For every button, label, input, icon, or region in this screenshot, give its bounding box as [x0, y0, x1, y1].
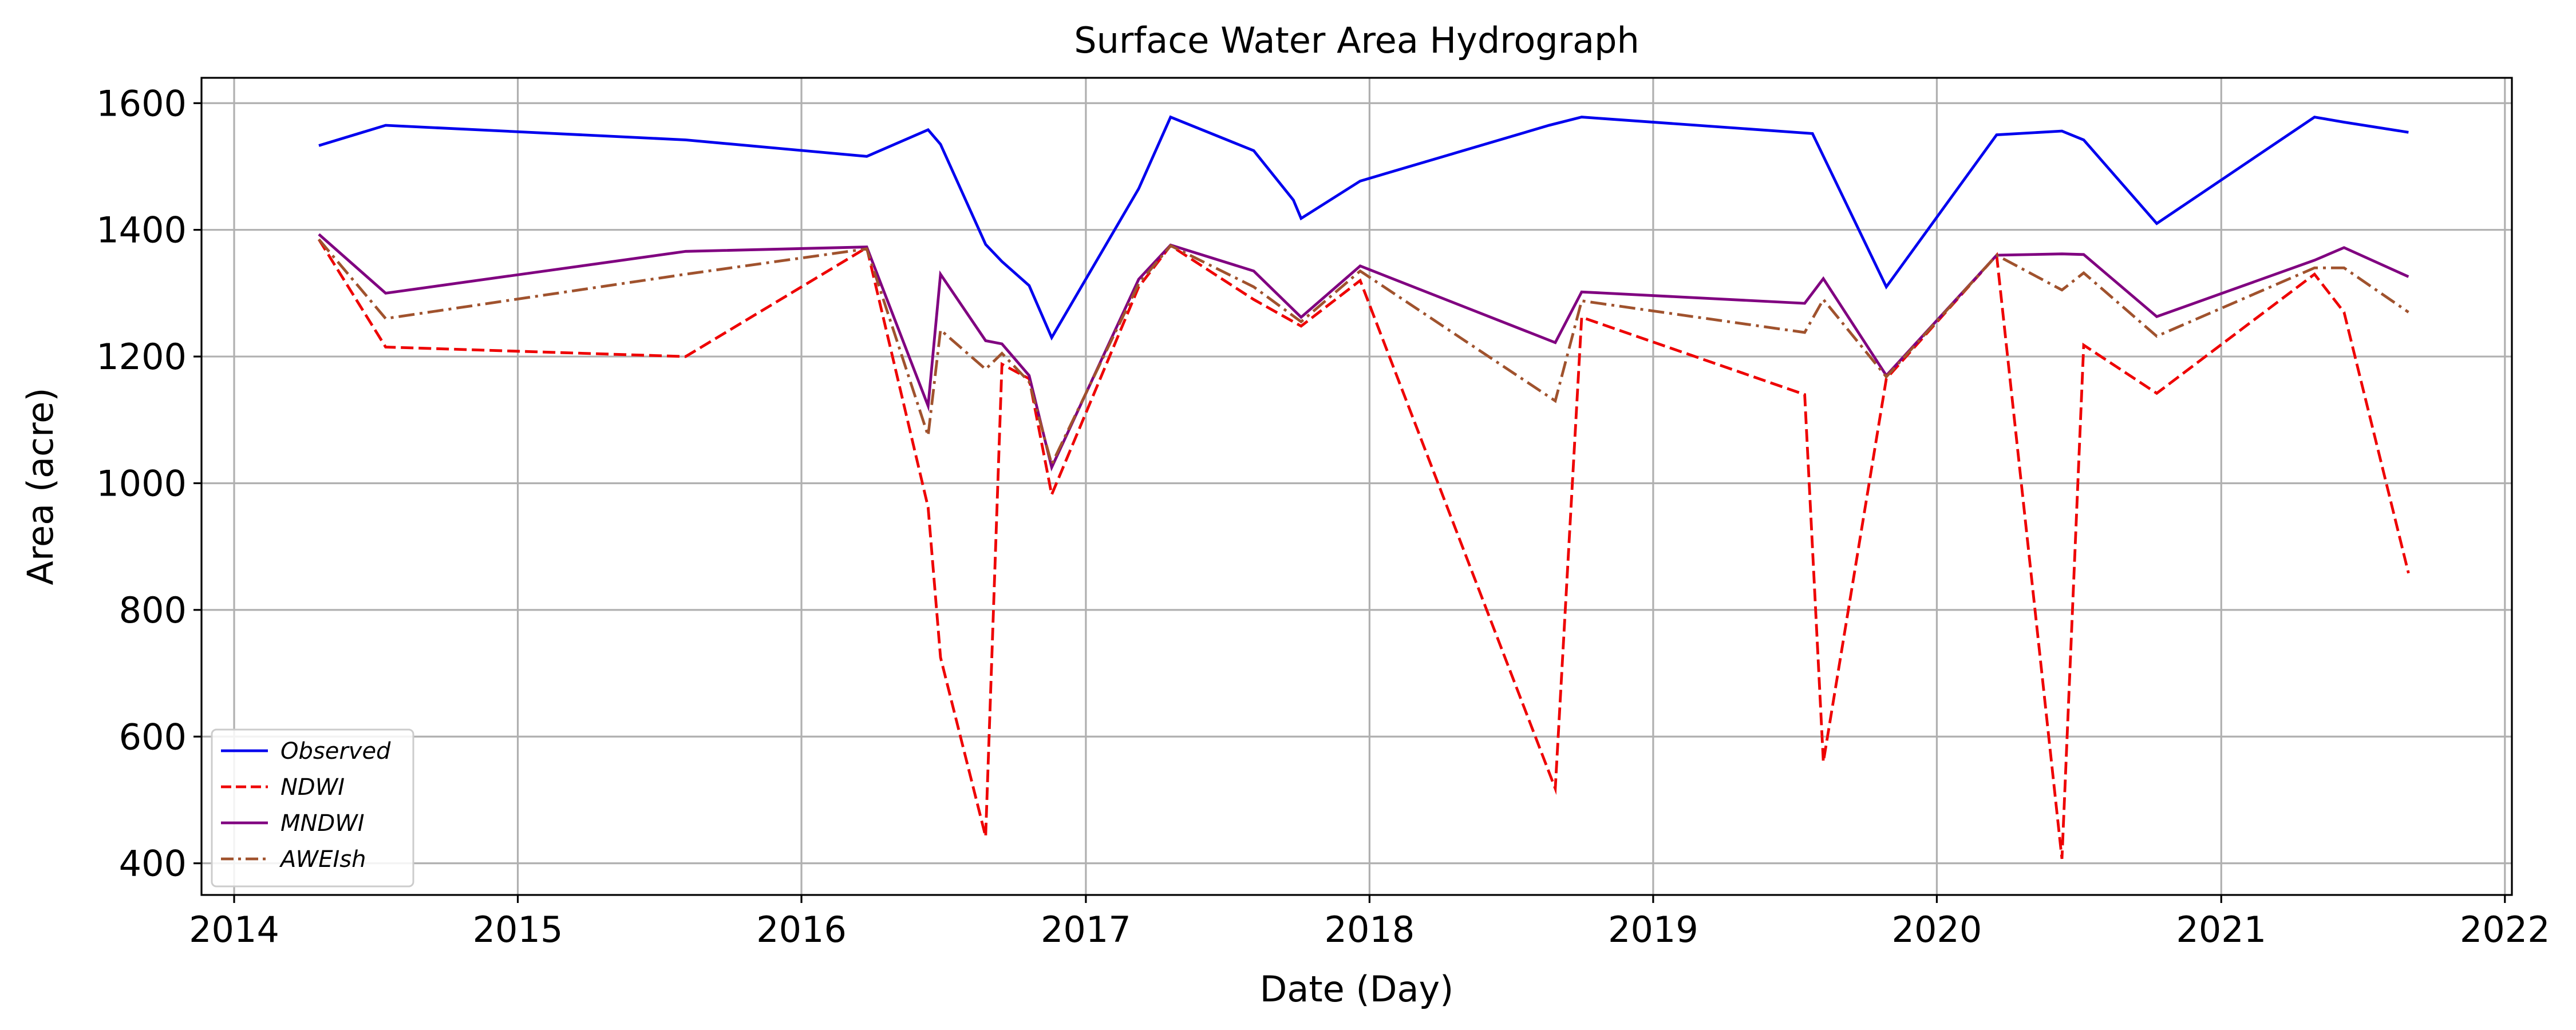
x-tick-label: 2021	[2176, 909, 2266, 950]
x-tick-label: 2022	[2460, 909, 2550, 950]
x-tick-label: 2016	[756, 909, 847, 950]
x-axis-label: Date (Day)	[1260, 968, 1454, 1010]
y-tick-label: 600	[119, 716, 187, 758]
series-line-observed	[318, 115, 2409, 341]
series-line-ndwi	[317, 239, 2410, 859]
legend-box	[211, 728, 414, 888]
y-tick-label: 400	[119, 843, 187, 885]
x-tick-label: 2018	[1325, 909, 1415, 950]
y-tick-label: 800	[119, 589, 187, 631]
series-line-aweish	[318, 238, 2409, 469]
x-tick-label: 2019	[1608, 909, 1698, 950]
y-tick-label: 1000	[96, 462, 187, 504]
y-tick-label: 1200	[96, 336, 187, 378]
x-tick-label: 2020	[1892, 909, 1982, 950]
legend-label-mndwi: MNDWI	[280, 810, 365, 837]
grid	[202, 78, 2512, 895]
legend-label-aweish: AWEIsh	[279, 846, 366, 873]
y-tick-label: 1600	[96, 82, 187, 124]
legend-label-ndwi: NDWI	[280, 774, 345, 801]
y-tick-label: 1400	[96, 209, 187, 251]
chart-title: Surface Water Area Hydrograph	[1074, 19, 1639, 61]
plot-frame	[200, 77, 2513, 896]
series-line-mndwi	[318, 233, 2409, 472]
y-axis-label: Area (acre)	[19, 387, 61, 585]
x-tick-label: 2014	[189, 909, 279, 950]
legend-label-observed: Observed	[280, 738, 391, 764]
series-lines	[317, 115, 2410, 859]
legend: Observed NDWI MNDWI AWEIsh	[211, 728, 414, 888]
x-tick-label: 2015	[473, 909, 563, 950]
x-tick-label: 2017	[1041, 909, 1131, 950]
axes: 2014 2015 2016 2017 2018 2019 2020 2021 2022 400 6…	[96, 82, 2550, 950]
